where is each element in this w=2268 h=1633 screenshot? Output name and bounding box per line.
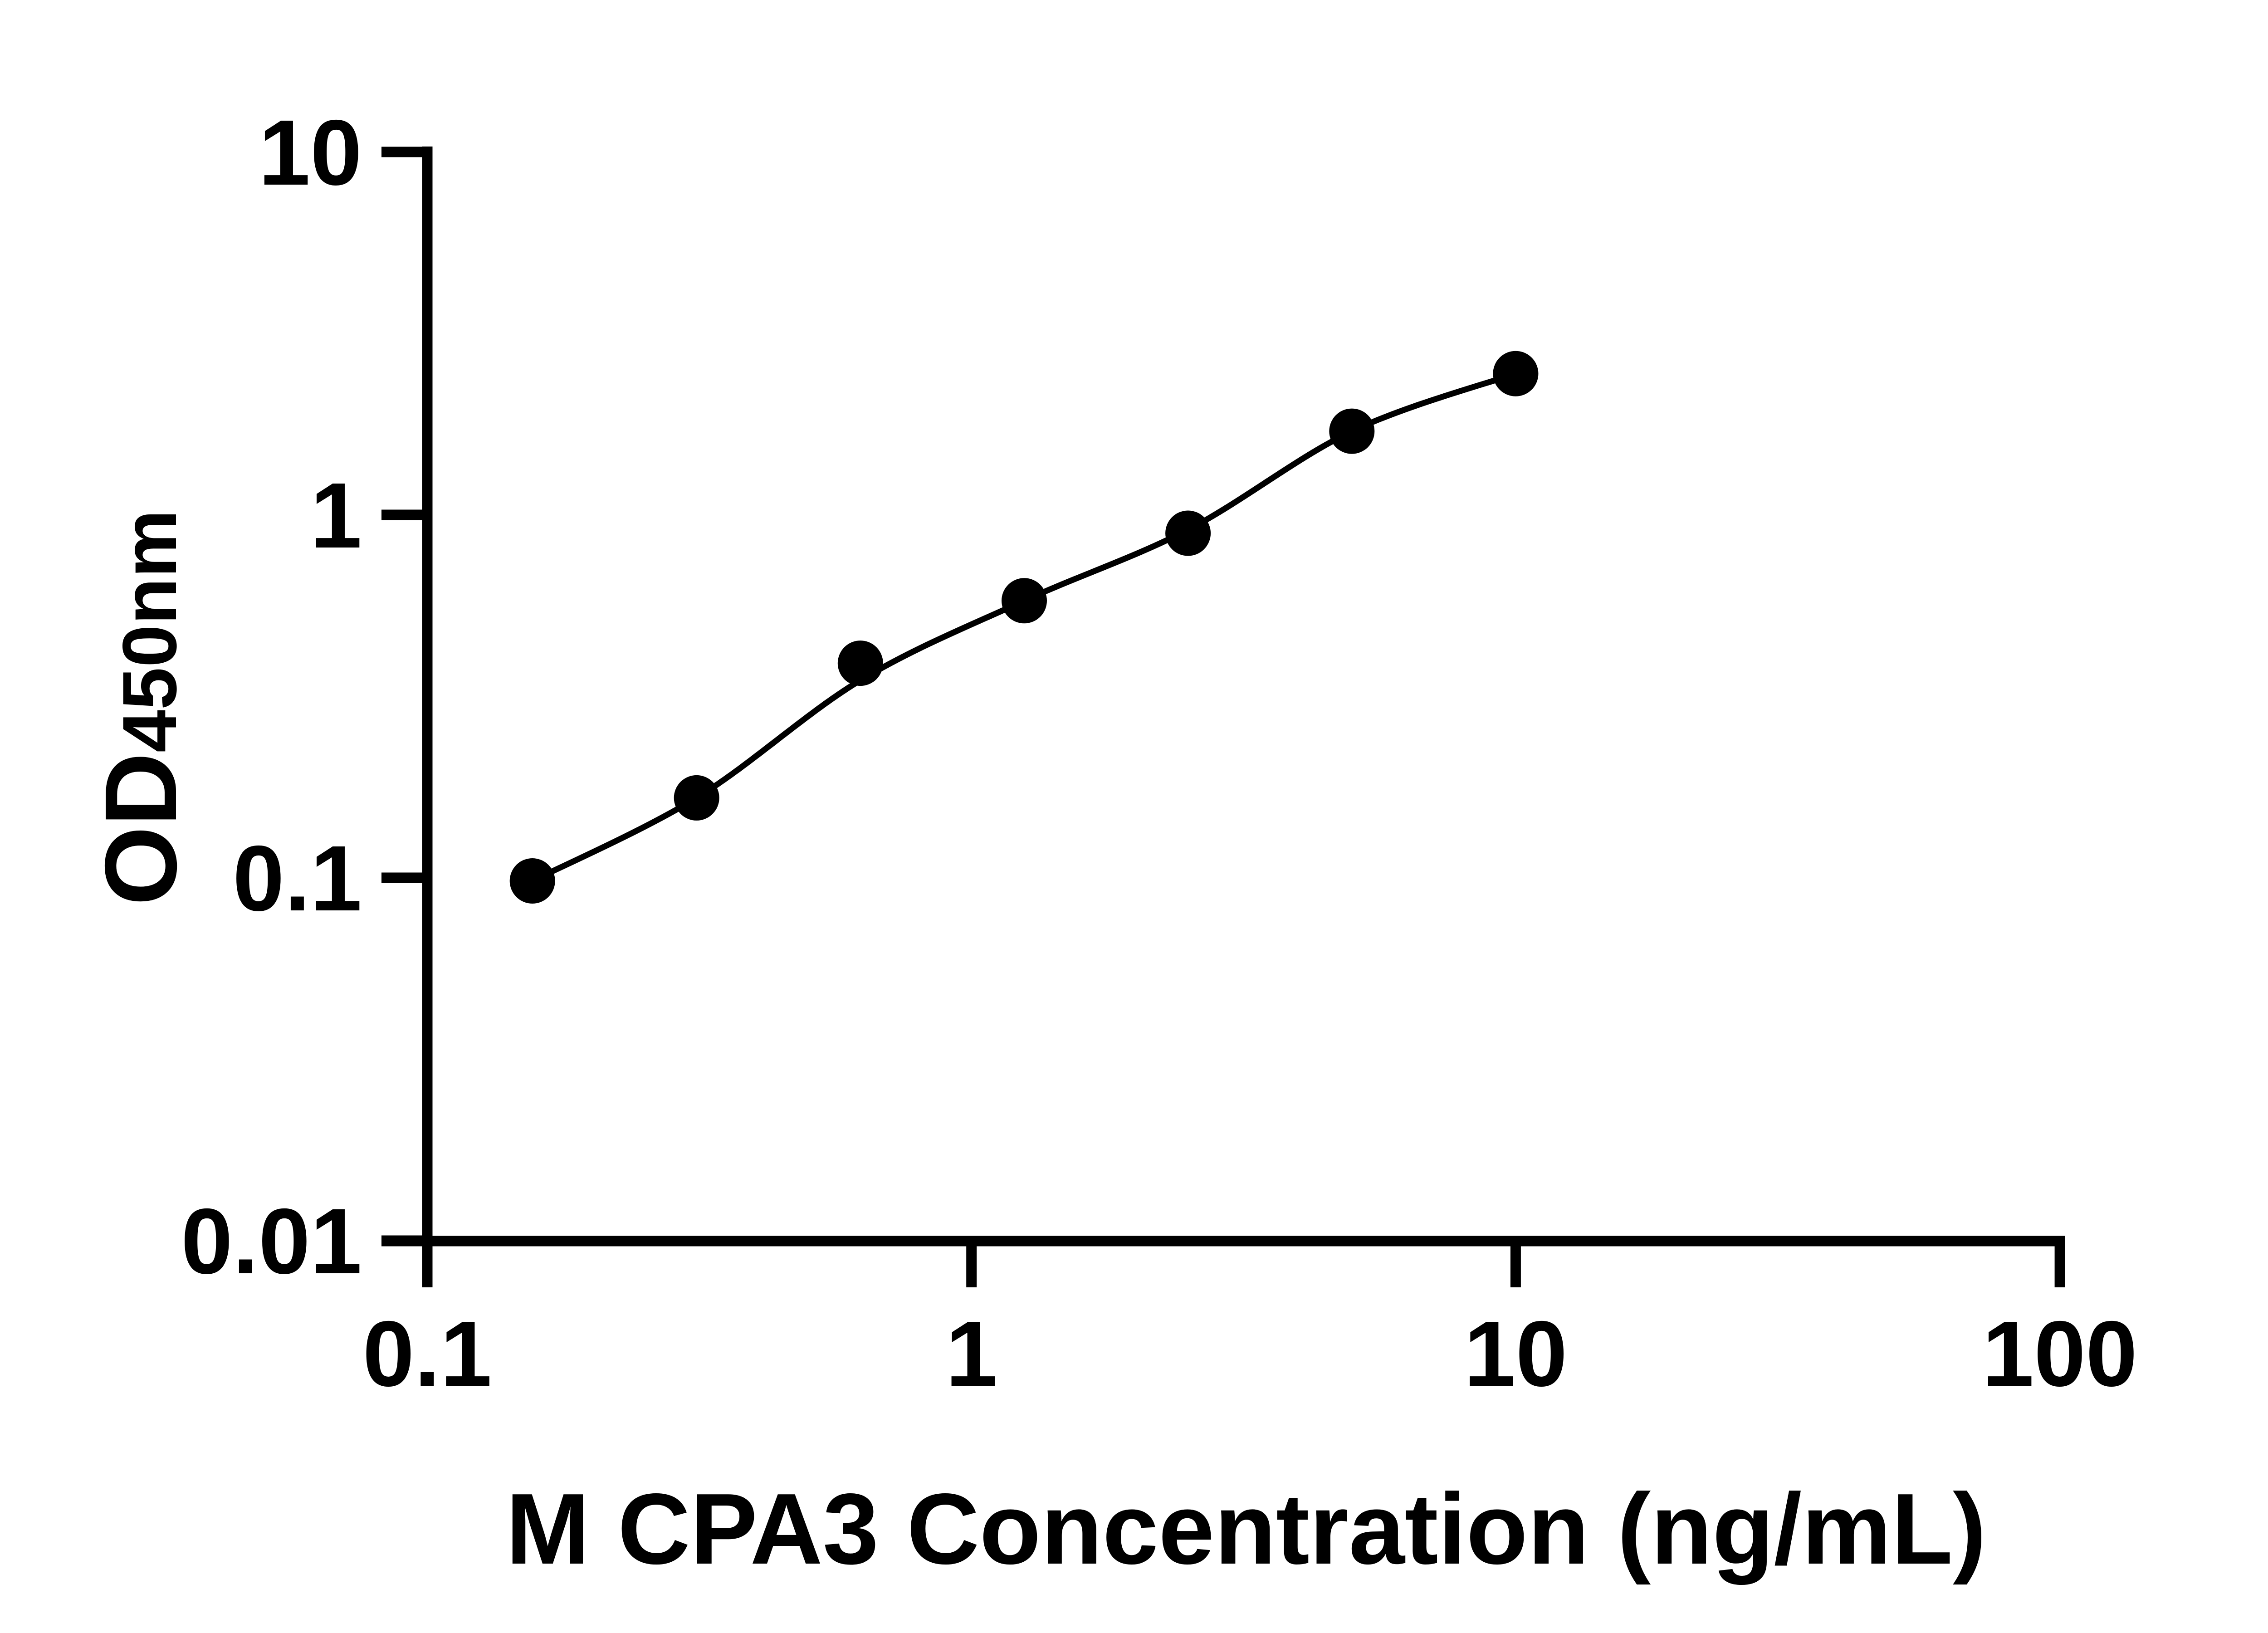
y-tick-label-0.1: 0.1 [233,826,362,930]
data-point-2.5 [1165,510,1211,556]
data-point-0.156 [509,858,555,904]
y-tick-label-1: 1 [310,464,362,567]
x-tick-label-10: 10 [1464,1302,1567,1406]
data-point-1.25 [1002,578,1047,624]
y-axis-title-subscript: 450nm [107,510,192,753]
y-axis-title-main: OD [83,753,198,906]
point-layer [509,351,1539,904]
y-tick-label-0.01: 0.01 [181,1189,362,1293]
x-tick-label-100: 100 [1982,1302,2137,1406]
x-tick-label-1: 1 [946,1302,997,1406]
data-point-10 [1493,351,1539,396]
data-point-0.3125 [674,775,719,821]
y-axis-title: OD450nm [83,510,198,906]
data-point-0.625 [837,640,883,686]
y-tick-label-10: 10 [259,101,362,205]
axes-layer [381,147,2065,1287]
x-tick-label-0.1: 0.1 [363,1302,492,1406]
data-point-5 [1329,408,1375,454]
x-axis-title: M CPA3 Concentration (ng/mL) [506,1473,1986,1585]
